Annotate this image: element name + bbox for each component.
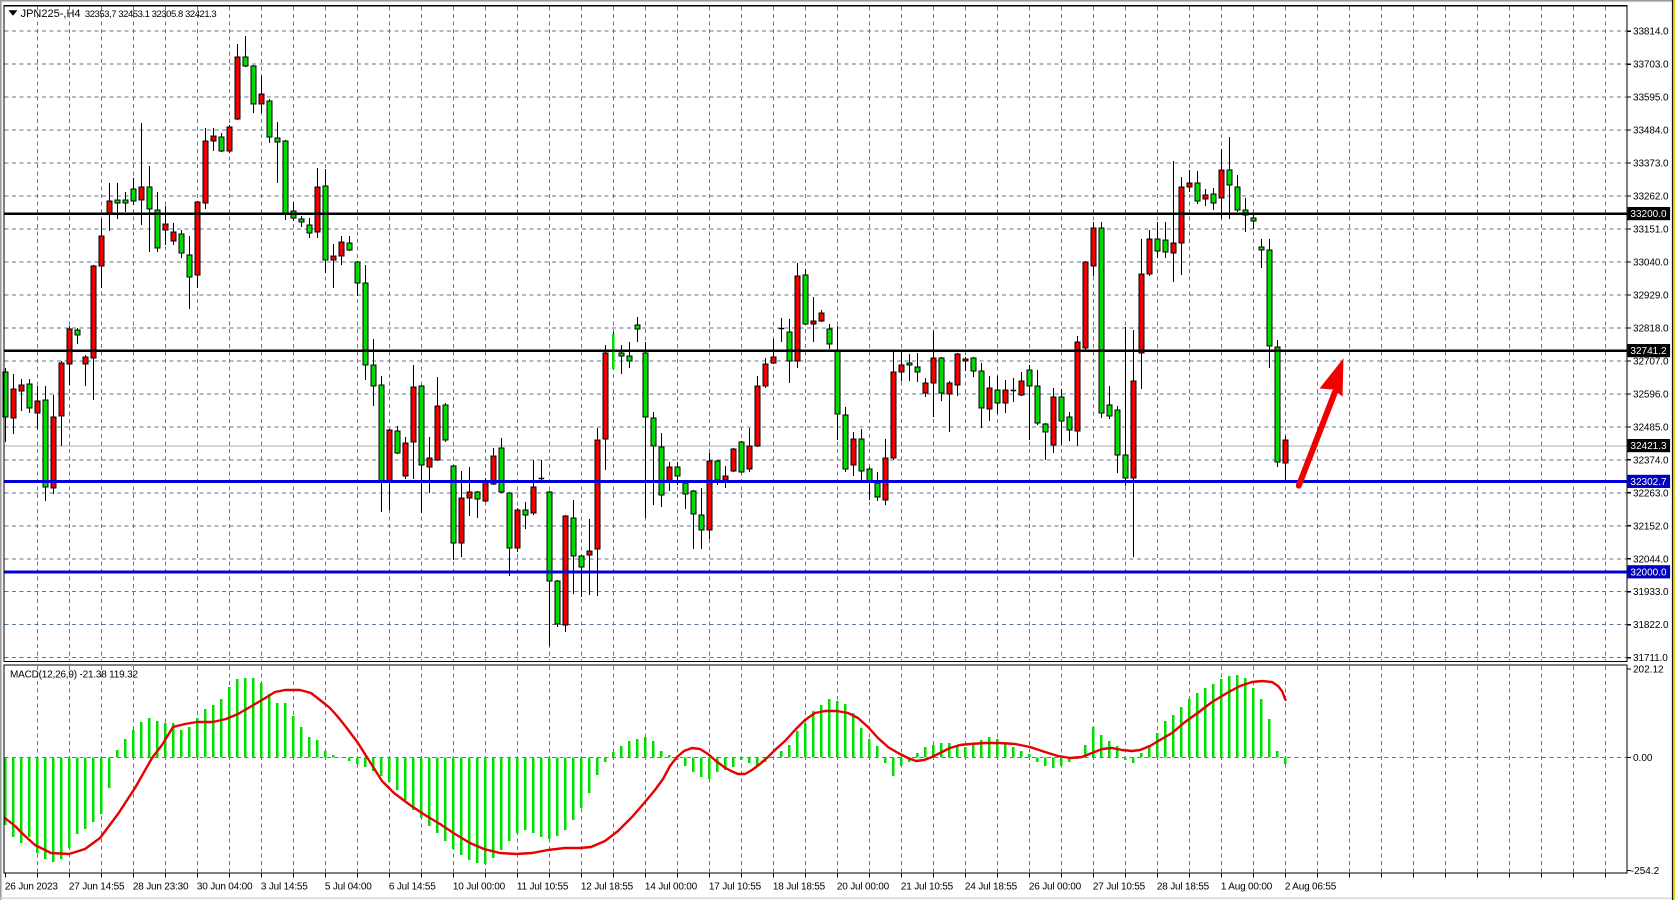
svg-text:31711.0: 31711.0	[1633, 653, 1668, 664]
svg-text:18 Jul 18:55: 18 Jul 18:55	[773, 882, 826, 893]
svg-text:33814.0: 33814.0	[1633, 27, 1669, 38]
svg-text:32421.3: 32421.3	[1630, 441, 1667, 452]
svg-text:11 Jul 10:55: 11 Jul 10:55	[517, 882, 569, 893]
svg-text:21 Jul 10:55: 21 Jul 10:55	[901, 882, 954, 893]
svg-text:33595.0: 33595.0	[1633, 93, 1669, 104]
svg-text:32152.0: 32152.0	[1633, 521, 1669, 532]
svg-text:27 Jul 10:55: 27 Jul 10:55	[1093, 882, 1146, 893]
svg-text:0.00: 0.00	[1633, 753, 1653, 764]
svg-text:32485.0: 32485.0	[1633, 422, 1669, 433]
svg-text:20 Jul 00:00: 20 Jul 00:00	[837, 882, 890, 893]
svg-text:30 Jun 04:00: 30 Jun 04:00	[197, 882, 253, 893]
svg-text:5 Jul 04:00: 5 Jul 04:00	[325, 882, 372, 893]
svg-text:31822.0: 31822.0	[1633, 620, 1669, 631]
svg-text:12 Jul 18:55: 12 Jul 18:55	[581, 882, 634, 893]
svg-text:28 Jun 23:30: 28 Jun 23:30	[133, 882, 189, 893]
svg-text:33484.0: 33484.0	[1633, 126, 1669, 137]
svg-text:32302.7: 32302.7	[1630, 477, 1667, 488]
svg-text:32929.0: 32929.0	[1633, 291, 1669, 302]
svg-text:32707.0: 32707.0	[1633, 356, 1669, 367]
svg-text:33703.0: 33703.0	[1633, 60, 1669, 71]
svg-text:MACD(12,26,9) -21.38 119.32: MACD(12,26,9) -21.38 119.32	[10, 669, 138, 680]
svg-text:32818.0: 32818.0	[1633, 324, 1669, 335]
svg-text:2 Aug 06:55: 2 Aug 06:55	[1285, 882, 1337, 893]
svg-text:32741.2: 32741.2	[1630, 346, 1667, 357]
svg-text:3 Jul 14:55: 3 Jul 14:55	[261, 882, 308, 893]
svg-text:-254.2: -254.2	[1631, 866, 1660, 877]
svg-text:32000.0: 32000.0	[1630, 567, 1667, 578]
svg-text:202.12: 202.12	[1633, 665, 1664, 676]
svg-text:33373.0: 33373.0	[1633, 159, 1669, 170]
svg-text:33151.0: 33151.0	[1633, 225, 1669, 236]
svg-text:31933.0: 31933.0	[1633, 587, 1669, 598]
svg-text:JPN225-,H4 32353,7 32453.1 32: JPN225-,H4 32353,7 32453.1 32305.8 32421…	[21, 8, 217, 20]
svg-text:32263.0: 32263.0	[1633, 488, 1669, 499]
svg-text:33262.0: 33262.0	[1633, 192, 1669, 203]
svg-text:10 Jul 00:00: 10 Jul 00:00	[453, 882, 506, 893]
svg-text:17 Jul 10:55: 17 Jul 10:55	[709, 882, 762, 893]
svg-text:32596.0: 32596.0	[1633, 389, 1669, 400]
svg-text:14 Jul 00:00: 14 Jul 00:00	[645, 882, 698, 893]
svg-text:26 Jul 00:00: 26 Jul 00:00	[1029, 882, 1082, 893]
svg-text:27 Jun 14:55: 27 Jun 14:55	[69, 882, 125, 893]
svg-text:6 Jul 14:55: 6 Jul 14:55	[389, 882, 436, 893]
svg-text:28 Jul 18:55: 28 Jul 18:55	[1157, 882, 1210, 893]
svg-text:32044.0: 32044.0	[1633, 554, 1669, 565]
svg-text:32374.0: 32374.0	[1633, 455, 1669, 466]
svg-text:26 Jun 2023: 26 Jun 2023	[5, 882, 58, 893]
svg-text:24 Jul 18:55: 24 Jul 18:55	[965, 882, 1018, 893]
svg-text:33040.0: 33040.0	[1633, 258, 1669, 269]
svg-text:1 Aug 00:00: 1 Aug 00:00	[1221, 882, 1273, 893]
svg-text:33200.0: 33200.0	[1630, 209, 1667, 220]
